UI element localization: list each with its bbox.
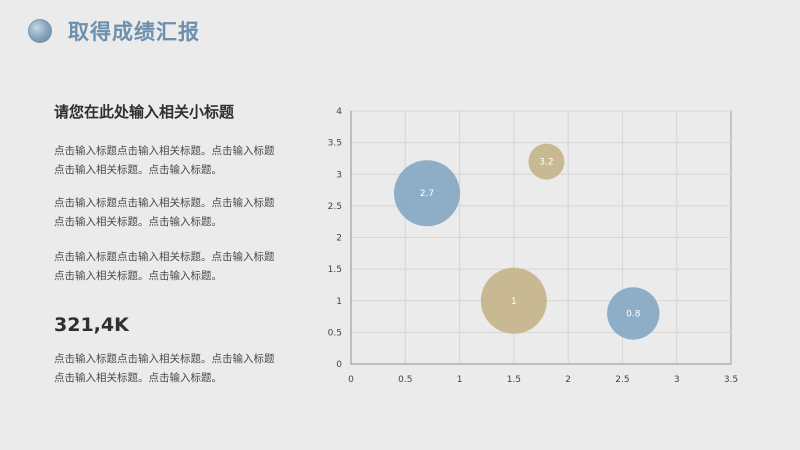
header: 取得成绩汇报 — [28, 14, 200, 48]
bubble-label: 0.8 — [626, 309, 641, 319]
y-tick-label: 3.5 — [328, 139, 342, 149]
globe-icon — [28, 19, 52, 43]
y-tick-label: 2.5 — [328, 202, 342, 212]
bubble-label: 3.2 — [539, 158, 553, 168]
bubble — [394, 160, 460, 227]
paragraph-1: 点击输入标题点击输入相关标题。点击输入标题 点击输入相关标题。点击输入标题。 — [54, 145, 275, 176]
bubble — [528, 143, 565, 180]
y-tick-label: 0 — [336, 360, 342, 370]
x-tick-label: 0 — [348, 375, 354, 385]
x-tick-label: 1 — [457, 375, 463, 385]
bubble — [607, 287, 660, 340]
y-tick-label: 2 — [336, 234, 342, 244]
x-tick-label: 3 — [674, 375, 680, 385]
y-tick-label: 4 — [336, 107, 342, 117]
x-tick-label: 2 — [565, 375, 571, 385]
page-title: 取得成绩汇报 — [68, 20, 200, 44]
x-tick-label: 3.5 — [724, 375, 738, 385]
paragraph-4: 点击输入标题点击输入相关标题。点击输入标题 点击输入相关标题。点击输入标题。 — [54, 353, 275, 384]
x-tick-label: 0.5 — [398, 375, 412, 385]
bubble — [480, 267, 547, 334]
bubble-label: 2.7 — [420, 189, 434, 199]
x-tick-label: 1.5 — [507, 375, 521, 385]
paragraph-2: 点击输入标题点击输入相关标题。点击输入标题 点击输入相关标题。点击输入标题。 — [54, 197, 275, 228]
section-subtitle: 请您在此处输入相关小标题 — [54, 103, 235, 121]
big-number: 321,4K — [54, 314, 129, 336]
bubble-label: 1 — [511, 297, 517, 307]
y-tick-label: 3 — [336, 170, 342, 180]
x-tick-label: 2.5 — [615, 375, 629, 385]
y-tick-label: 1.5 — [328, 265, 342, 275]
y-tick-label: 1 — [336, 297, 342, 307]
y-tick-label: 0.5 — [328, 328, 342, 338]
bubble-chart: 0 0.5 1 1.5 2 2.5 3 3.5 4 0 0.5 1 1.5 2 2.5 3 3.5 2.7 3.2 1… — [328, 107, 738, 385]
paragraph-3: 点击输入标题点击输入相关标题。点击输入标题 点击输入相关标题。点击输入标题。 — [54, 251, 275, 282]
